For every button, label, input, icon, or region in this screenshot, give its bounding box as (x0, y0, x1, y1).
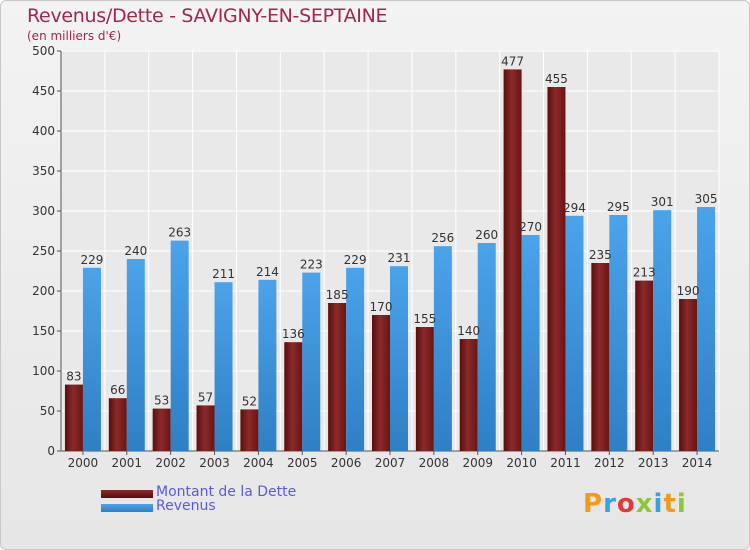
x-tick-label: 2009 (462, 456, 493, 470)
data-label-revenue: 229 (80, 253, 103, 267)
data-label-debt: 235 (589, 248, 612, 262)
x-tick-label: 2012 (594, 456, 625, 470)
bar-debt (635, 280, 654, 451)
x-tick-label: 2007 (375, 456, 406, 470)
data-label-debt: 477 (501, 54, 524, 68)
x-tick-label: 2001 (112, 456, 143, 470)
y-tick-label: 150 (32, 324, 55, 338)
data-label-revenue: 211 (212, 267, 235, 281)
bar-debt (240, 409, 259, 451)
bar-debt (679, 299, 698, 451)
data-label-revenue: 260 (475, 228, 498, 242)
bar-debt (547, 87, 566, 451)
bar-revenue (258, 279, 277, 451)
legend-swatch-debt (101, 490, 153, 498)
bar-revenue (653, 210, 672, 451)
bar-revenue (302, 272, 321, 451)
y-tick-label: 50 (40, 404, 55, 418)
y-tick-label: 0 (47, 444, 55, 458)
bar-revenue (346, 267, 365, 451)
bar-debt (152, 408, 171, 451)
bar-revenue (390, 266, 408, 451)
bar-revenue (521, 235, 540, 451)
x-tick-label: 2008 (419, 456, 450, 470)
data-label-debt: 185 (326, 288, 349, 302)
data-label-debt: 140 (457, 324, 480, 338)
y-tick-label: 450 (32, 84, 55, 98)
chart-title: Revenus/Dette - SAVIGNY-EN-SEPTAINE (27, 5, 388, 27)
data-label-revenue: 263 (168, 226, 191, 240)
data-label-revenue: 214 (256, 265, 279, 279)
bar-revenue (126, 259, 145, 451)
bar-debt (108, 398, 127, 451)
legend-label-revenue: Revenus (156, 498, 216, 514)
x-tick-label: 2006 (331, 456, 362, 470)
proxiti-logo: Proxiti (583, 489, 687, 519)
data-label-debt: 136 (282, 327, 305, 341)
data-label-revenue: 301 (651, 195, 674, 209)
legend-label-debt: Montant de la Dette (156, 484, 297, 500)
y-tick-label: 250 (32, 244, 55, 258)
x-tick-label: 2011 (550, 456, 581, 470)
bar-revenue (214, 282, 233, 451)
bar-revenue (697, 207, 716, 451)
data-label-debt: 155 (413, 312, 436, 326)
chart-subtitle: (en milliers d'€) (27, 29, 122, 43)
y-tick-label: 100 (32, 364, 55, 378)
bar-revenue (82, 267, 101, 451)
data-label-revenue: 256 (431, 231, 454, 245)
data-label-debt: 57 (198, 390, 213, 404)
data-label-debt: 52 (242, 394, 257, 408)
bar-revenue (565, 215, 584, 451)
bar-revenue (170, 240, 189, 451)
legend-swatch-revenue (101, 504, 153, 512)
x-tick-label: 2014 (682, 456, 713, 470)
data-label-revenue: 240 (124, 244, 147, 258)
bar-debt (328, 303, 347, 451)
data-label-revenue: 294 (563, 201, 586, 215)
x-tick-label: 2002 (155, 456, 186, 470)
x-tick-label: 2000 (68, 456, 99, 470)
data-label-debt: 83 (66, 370, 81, 384)
y-tick-label: 400 (32, 124, 55, 138)
data-label-revenue: 229 (344, 253, 367, 267)
x-tick-label: 2013 (638, 456, 669, 470)
y-tick-label: 300 (32, 204, 55, 218)
x-tick-label: 2004 (243, 456, 274, 470)
bar-revenue (433, 246, 452, 451)
x-tick-label: 2010 (506, 456, 537, 470)
data-label-revenue: 305 (695, 192, 718, 206)
data-label-debt: 66 (110, 383, 125, 397)
x-tick-label: 2003 (199, 456, 230, 470)
data-label-revenue: 223 (300, 258, 323, 272)
bar-debt (459, 339, 478, 451)
bar-revenue (609, 215, 628, 451)
y-tick-label: 200 (32, 284, 55, 298)
data-label-revenue: 270 (519, 220, 542, 234)
data-label-debt: 213 (633, 266, 656, 280)
x-tick-label: 2005 (287, 456, 318, 470)
bar-debt (415, 327, 434, 451)
bar-debt (284, 342, 303, 451)
y-tick-label: 500 (32, 44, 55, 58)
data-label-debt: 190 (677, 284, 700, 298)
data-label-revenue: 295 (607, 200, 630, 214)
bar-revenue (477, 243, 496, 451)
bar-debt (196, 405, 215, 451)
bar-debt (64, 384, 83, 451)
data-label-debt: 170 (370, 300, 393, 314)
data-label-revenue: 231 (388, 251, 411, 265)
data-label-debt: 455 (545, 72, 568, 86)
bar-debt (372, 315, 390, 451)
bar-debt (591, 263, 610, 451)
data-label-debt: 53 (154, 394, 169, 408)
y-tick-label: 350 (32, 164, 55, 178)
bar-debt (503, 69, 522, 452)
